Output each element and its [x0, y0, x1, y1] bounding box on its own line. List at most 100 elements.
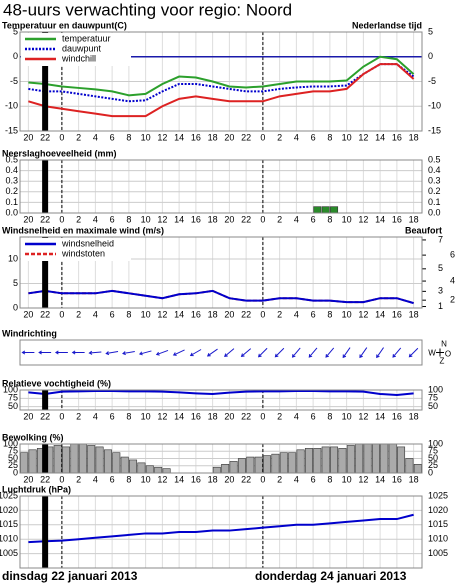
x-tick-label: 2 [76, 474, 81, 484]
x-tick-label: 16 [191, 214, 201, 224]
x-tick-label: 4 [294, 214, 299, 224]
x-tick-label: 6 [311, 411, 316, 421]
x-tick-label: 18 [208, 411, 218, 421]
x-tick-label: 22 [241, 474, 251, 484]
wind-arrow [376, 347, 384, 359]
x-tick-label: 4 [93, 474, 98, 484]
x-tick-label: 2 [76, 214, 81, 224]
x-tick-label: 8 [327, 309, 332, 319]
x-tick-label: 14 [174, 474, 184, 484]
y2-tick-label: 4 [450, 275, 455, 285]
bar [363, 443, 372, 474]
x-tick-label: 16 [392, 474, 402, 484]
x-tick-label: 0 [59, 309, 64, 319]
x-tick-label: 20 [224, 309, 234, 319]
y-tick-label: 1005 [0, 548, 18, 558]
bar [221, 463, 230, 474]
series-line [28, 63, 415, 103]
wind-arrow [291, 347, 301, 358]
y2-tick-label: 1015 [428, 519, 448, 529]
x-tick-label: 16 [392, 309, 402, 319]
y2-tick-label: 0.1 [428, 197, 441, 207]
panel-title: Windsnelheid en maximale wind (m/s) [2, 225, 164, 235]
y2-tick-label: 3 [438, 286, 443, 296]
wind-arrow [224, 348, 235, 357]
x-tick-label: 18 [409, 132, 419, 142]
y2-tick-label: 1 [438, 301, 443, 311]
x-tick-label: 2 [277, 411, 282, 421]
now-marker [42, 160, 49, 213]
bar [103, 449, 112, 474]
bar [137, 462, 146, 474]
y-tick-label: 100 [3, 384, 18, 394]
legend-label: windstoten [61, 248, 105, 258]
x-tick-label: 14 [375, 132, 385, 142]
y2-tick-label: 25 [428, 460, 438, 470]
y2-tick-label: 7 [438, 234, 443, 244]
x-tick-label: 2 [277, 309, 282, 319]
y-tick-label: 0 [13, 467, 18, 477]
x-tick-label: 4 [294, 474, 299, 484]
x-tick-label: 10 [141, 474, 151, 484]
x-tick-label: 16 [392, 214, 402, 224]
x-tick-label: 6 [110, 309, 115, 319]
x-tick-label: 18 [409, 309, 419, 319]
x-tick-label: 18 [409, 214, 419, 224]
legend-label: windsnelheid [61, 238, 114, 248]
x-tick-label: 6 [110, 411, 115, 421]
x-tick-label: 2 [277, 132, 282, 142]
bar [271, 453, 280, 474]
x-tick-label: 12 [358, 214, 368, 224]
y2-tick-label: 1020 [428, 505, 448, 515]
y2-tick-label: 5 [438, 263, 443, 273]
series-line [28, 513, 414, 544]
bar [263, 455, 272, 474]
panel-title: Relatieve vochtigheid (%) [2, 378, 111, 388]
x-tick-label: 14 [375, 474, 385, 484]
y-tick-label: 0.1 [5, 197, 18, 207]
legend-label: dauwpunt [62, 43, 102, 53]
panel-border [19, 31, 423, 132]
x-tick-label: 6 [110, 474, 115, 484]
bar [162, 468, 171, 474]
wind-arrow [155, 349, 169, 356]
bar [70, 443, 79, 474]
series-line [28, 63, 415, 118]
now-marker [42, 390, 49, 410]
x-tick-label: 8 [126, 474, 131, 484]
y-tick-label: 75 [8, 393, 18, 403]
now-marker [42, 444, 49, 473]
panel-border [19, 236, 423, 309]
wind-arrow [359, 347, 368, 359]
y-tick-label: 0.3 [5, 176, 18, 186]
bar [112, 452, 121, 474]
y2-tick-label: 2 [450, 295, 455, 305]
date-label: donderdag 24 januari 2013 [255, 569, 407, 583]
y2-tick-label: 100 [428, 384, 443, 394]
x-tick-label: 22 [241, 411, 251, 421]
panel-background [20, 496, 422, 568]
y2-tick-label: 0.2 [428, 186, 441, 196]
x-tick-label: 8 [126, 214, 131, 224]
bar [371, 443, 380, 474]
x-tick-label: 22 [241, 309, 251, 319]
x-tick-label: 16 [191, 474, 201, 484]
wind-arrow [274, 347, 285, 358]
y2-tick-label: 1005 [428, 548, 448, 558]
y-tick-label: 1010 [0, 534, 18, 544]
x-tick-label: 14 [375, 411, 385, 421]
wind-arrow [308, 347, 318, 358]
x-tick-label: 12 [157, 214, 167, 224]
wind-arrow [240, 348, 252, 357]
bar [229, 461, 238, 474]
panel-background [20, 160, 422, 213]
wind-arrow [392, 347, 402, 358]
wind-arrow [105, 350, 119, 356]
x-tick-label: 22 [40, 474, 50, 484]
x-tick-label: 4 [93, 309, 98, 319]
bar [288, 452, 297, 474]
x-tick-label: 10 [342, 411, 352, 421]
x-tick-label: 10 [342, 132, 352, 142]
x-tick-label: 12 [358, 132, 368, 142]
wind-arrow [325, 347, 335, 358]
